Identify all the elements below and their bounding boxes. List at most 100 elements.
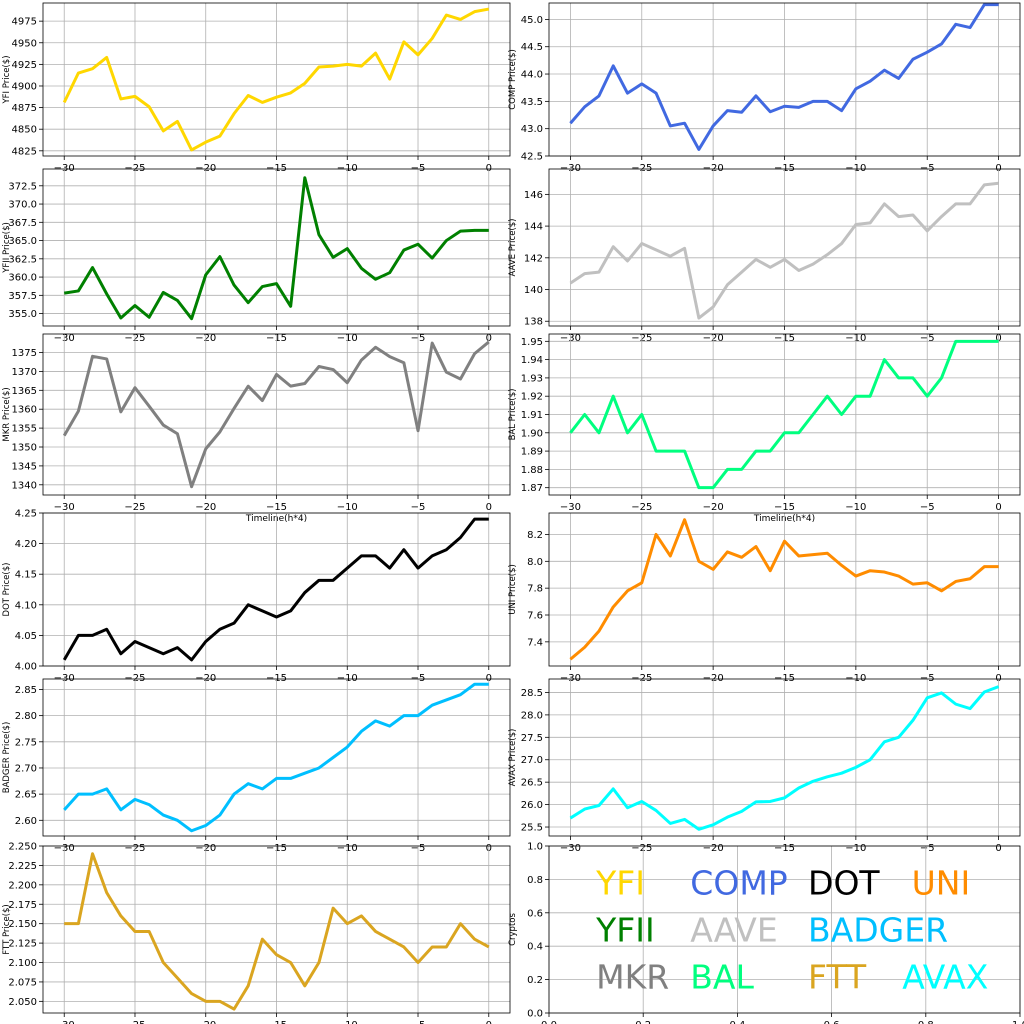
x-tick-label: −15	[266, 1020, 287, 1024]
x-tick-label: −10	[845, 843, 866, 854]
y-tick-label: 4850	[12, 125, 37, 136]
y-axis-label: MKR Price($)	[2, 387, 12, 441]
legend-entry-ftt: FTT	[808, 957, 867, 996]
x-tick-label: −25	[631, 502, 652, 513]
y-tick-label: 28.0	[521, 710, 543, 721]
x-tick-label: −30	[560, 673, 581, 684]
series-line-mkr	[62, 340, 490, 489]
y-tick-label: 42.5	[521, 152, 543, 163]
x-tick-label: −5	[920, 163, 935, 174]
y-tick-label: 1.91	[521, 410, 543, 421]
y-tick-label: 2.150	[8, 919, 37, 930]
y-tick-label: 4.20	[15, 539, 37, 550]
y-tick-label: 7.8	[527, 584, 543, 595]
y-tick-label: 2.80	[15, 711, 37, 722]
y-axis-label: BADGER Price($)	[2, 722, 12, 794]
x-tick-label: 0	[995, 843, 1001, 854]
x-tick-label: −15	[774, 163, 795, 174]
x-tick-label: −15	[774, 673, 795, 684]
y-tick-label: 1.88	[521, 465, 543, 476]
x-tick-label: −30	[560, 843, 581, 854]
y-tick-label: 365.0	[8, 236, 37, 247]
y-tick-label: 2.100	[8, 958, 37, 969]
x-tick-label: 0	[995, 673, 1001, 684]
y-tick-label: 26.0	[521, 800, 543, 811]
x-tick-label: 0	[486, 502, 492, 513]
y-axis-label: DOT Price($)	[2, 563, 12, 617]
y-tick-label: 2.250	[8, 842, 37, 853]
legend-entry-yfii: YFII	[595, 911, 655, 950]
x-tick-label: −30	[54, 1020, 75, 1024]
panel-cryptos: YFI COMP DOT UNI YFII AAVE BADGER MKR BAL FTT AVAX…	[508, 842, 1024, 1024]
y-tick-label: 1345	[12, 461, 37, 472]
legend-entry-dot: DOT	[808, 864, 880, 903]
x-tick-label: −5	[411, 1020, 426, 1024]
y-tick-label: 2.050	[8, 997, 37, 1008]
x-tick-label: 0.8	[918, 1020, 934, 1024]
y-tick-label: 2.200	[8, 880, 37, 891]
x-tick-label: −10	[337, 673, 358, 684]
y-tick-label: 1.92	[521, 392, 543, 403]
panel-bal: −30 −25 −20 −15 −10 −5 0 1.87 1.88 1.89 1.90 1.91 1.…	[508, 333, 1021, 524]
x-tick-label: −30	[560, 502, 581, 513]
panel-mkr: −30 −25 −20 −15 −10 −5 0 1340 1345 1350 1355 1360 13…	[2, 333, 511, 524]
y-tick-label: 27.0	[521, 755, 543, 766]
y-tick-label: 2.70	[15, 763, 37, 774]
x-tick-label: −25	[631, 163, 652, 174]
y-axis-label: AVAX Price($)	[508, 729, 518, 787]
x-tick-label: −15	[266, 673, 287, 684]
x-tick-label: 0.2	[635, 1020, 651, 1024]
y-tick-label: 8.2	[527, 530, 543, 541]
y-tick-label: 4.15	[15, 570, 37, 581]
x-tick-label: −20	[195, 1020, 216, 1024]
series-line-aave	[569, 181, 999, 320]
x-tick-label: −25	[631, 673, 652, 684]
y-tick-label: 1.94	[521, 355, 543, 366]
y-tick-label: 2.75	[15, 737, 37, 748]
x-tick-label: −15	[774, 843, 795, 854]
y-tick-label: 7.6	[527, 611, 543, 622]
legend-entry-uni: UNI	[912, 864, 971, 903]
y-tick-label: 26.5	[521, 778, 543, 789]
series-line-comp	[569, 3, 999, 151]
y-tick-label: 1370	[12, 367, 37, 378]
y-tick-label: 1375	[12, 348, 37, 359]
y-tick-label: 27.5	[521, 733, 543, 744]
y-tick-label: 370.0	[8, 200, 37, 211]
y-axis-label: YFI Price($)	[2, 55, 12, 104]
y-tick-label: 1.89	[521, 447, 543, 458]
panel-dot: −30 −25 −20 −15 −10 −5 0 4.00 4.05 4.10 4.15 4.20 4.…	[2, 509, 511, 684]
y-tick-label: 4.10	[15, 600, 37, 611]
y-tick-label: 25.5	[521, 823, 543, 834]
x-axis-label: Timeline(h*4)	[753, 514, 815, 524]
x-tick-label: −5	[411, 502, 426, 513]
series-line-bal	[569, 339, 999, 490]
y-tick-label: 146	[524, 190, 543, 201]
y-tick-label: 4975	[12, 17, 37, 28]
x-tick-label: 0.6	[824, 1020, 840, 1024]
y-tick-label: 138	[524, 317, 543, 328]
x-tick-label: −10	[337, 1020, 358, 1024]
x-tick-label: 0	[995, 502, 1001, 513]
axes-frame	[548, 845, 1021, 1014]
y-tick-label: 0.8	[527, 875, 543, 886]
x-tick-label: −5	[411, 673, 426, 684]
panel-comp: −30 −25 −20 −15 −10 −5 0 42.5 43.0 43.5 44.0 44.5 45…	[508, 2, 1021, 174]
x-tick-label: −5	[920, 502, 935, 513]
y-tick-label: 45.0	[521, 15, 543, 26]
x-tick-label: −30	[560, 163, 581, 174]
y-tick-label: 372.5	[8, 181, 37, 192]
x-tick-label: −20	[703, 673, 724, 684]
x-tick-label: −30	[54, 163, 75, 174]
x-tick-label: −25	[124, 1020, 145, 1024]
y-tick-label: 43.0	[521, 124, 543, 135]
x-tick-label: −10	[337, 163, 358, 174]
series-line-yfii	[64, 176, 489, 321]
legend-entry-mkr: MKR	[596, 957, 669, 996]
y-tick-label: 4.25	[15, 509, 37, 520]
y-tick-label: 4950	[12, 38, 37, 49]
series-line-yfi	[62, 7, 490, 152]
y-tick-label: 43.5	[521, 97, 543, 108]
y-tick-label: 44.5	[521, 42, 543, 53]
panel-avax: −30 −25 −20 −15 −10 −5 0 25.5 26.0 26.5 27.0 27.5 28…	[508, 678, 1021, 854]
